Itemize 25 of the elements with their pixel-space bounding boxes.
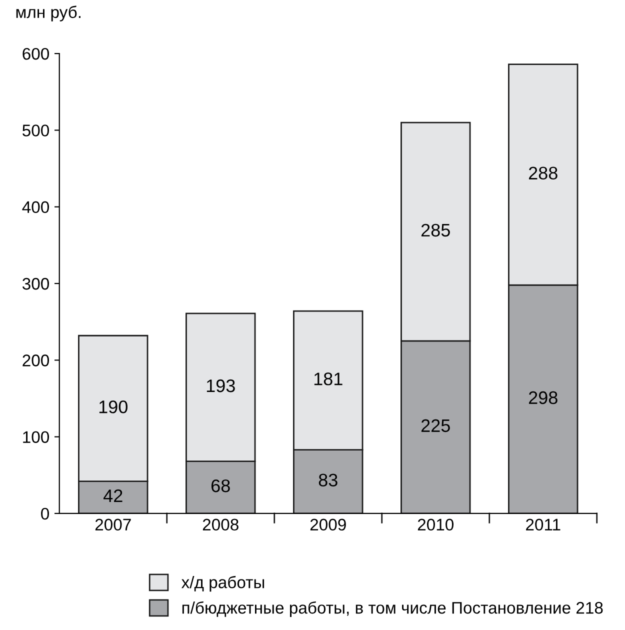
y-tick-label: 300 <box>22 278 50 290</box>
y-axis-title: млн руб. <box>16 6 81 22</box>
x-tick-label: 2010 <box>418 518 454 531</box>
x-tick-label: 2007 <box>95 518 131 531</box>
data-label: 298 <box>528 391 558 404</box>
y-tick-label: 400 <box>22 201 50 214</box>
y-tick-label: 0 <box>41 508 49 520</box>
y-tick-label: 500 <box>22 124 50 136</box>
data-label: 285 <box>421 224 450 237</box>
legend-label: х/д работы <box>181 576 264 592</box>
x-tick-label: 2009 <box>310 518 346 531</box>
y-tick-label: 600 <box>22 48 50 60</box>
data-label: 68 <box>212 479 230 492</box>
data-label: 190 <box>99 400 128 414</box>
data-label: 288 <box>528 166 558 180</box>
data-label: 225 <box>421 419 450 432</box>
x-tick-label: 2008 <box>202 518 238 531</box>
data-label: 83 <box>318 474 338 486</box>
data-label: 193 <box>206 379 235 392</box>
data-label: 42 <box>104 489 122 502</box>
x-tick-label: 2011 <box>526 518 560 531</box>
y-tick-label: 100 <box>23 431 50 444</box>
data-label: 181 <box>314 372 342 386</box>
y-tick-label: 200 <box>22 354 50 366</box>
legend-label: п/бюджетные работы, в том числе Постановление 218 <box>182 601 603 618</box>
